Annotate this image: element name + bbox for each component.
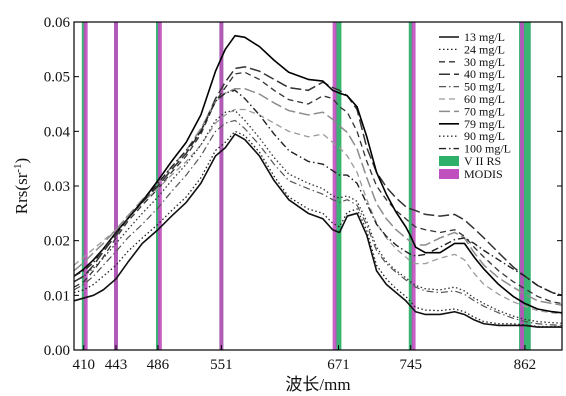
modis-band-443 [114,22,118,350]
legend-band-swatch [439,169,459,179]
modis-band-748 [412,22,416,350]
legend-band-swatch [439,156,459,166]
modis-band-412 [84,22,88,350]
x-tick-label: 443 [105,357,128,373]
legend-band-label: V II RS [464,154,501,168]
y-tick-label: 0.00 [44,343,70,359]
x-tick-label: 862 [514,357,537,373]
x-tick-label: 745 [399,357,422,373]
y-tick-label: 0.05 [44,70,70,86]
x-tick-label: 551 [210,357,233,373]
legend-band-label: MODIS [464,167,503,181]
y-tick-label: 0.04 [44,124,71,140]
x-axis-title: 波长/mm [285,375,350,394]
x-tick-label: 486 [147,357,170,373]
modis-band-667 [333,22,337,350]
y-tick-label: 0.01 [44,288,70,304]
y-tick-label: 0.03 [44,179,70,195]
x-tick-label: 410 [73,357,96,373]
y-tick-label: 0.06 [44,15,71,31]
modis-band-551 [219,22,223,350]
y-tick-label: 0.02 [44,234,70,250]
x-tick-label: 671 [327,357,350,373]
